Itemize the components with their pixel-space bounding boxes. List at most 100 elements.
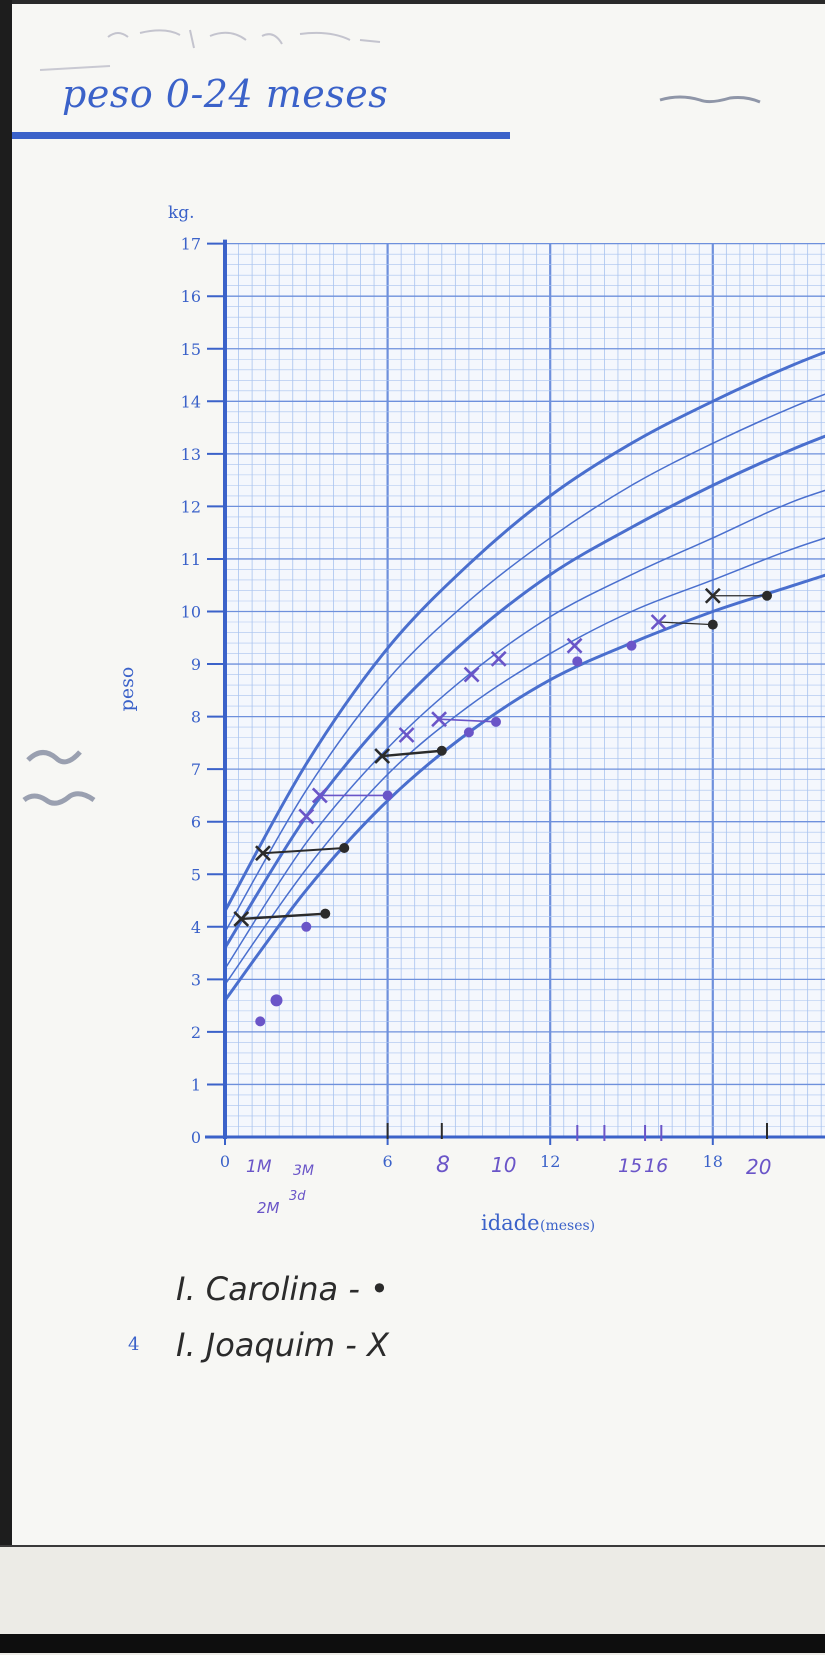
y-tick-label: 10 xyxy=(181,603,201,622)
y-tick-label: 15 xyxy=(181,340,201,359)
data-point-x-stroke xyxy=(398,727,415,743)
handwritten-month-mark: 3M xyxy=(293,1163,314,1179)
y-tick-label: 14 xyxy=(181,392,201,411)
data-point-dot xyxy=(572,656,583,667)
x-tick-label: 12 xyxy=(540,1152,560,1171)
y-tick-label: 1 xyxy=(191,1075,201,1094)
y-unit-label: kg. xyxy=(168,203,195,223)
handwritten-month-mark: 2M xyxy=(257,1199,280,1217)
x-tick-label: 0 xyxy=(220,1152,230,1171)
y-tick-label: 7 xyxy=(191,760,201,779)
page-number: 4 xyxy=(128,1334,140,1355)
data-point-dot xyxy=(762,590,772,601)
data-point-x xyxy=(233,910,250,927)
handwritten-month-mark: 3d xyxy=(289,1189,306,1204)
legend-line-dot: I. Carolina - • xyxy=(176,1270,389,1308)
y-tick-label: 12 xyxy=(181,497,201,516)
data-point-x xyxy=(566,637,583,654)
plot-background xyxy=(225,243,825,1137)
data-point-dot xyxy=(301,921,312,932)
connector-line xyxy=(262,846,345,855)
side-pencil-marks xyxy=(22,750,96,806)
reference-curve xyxy=(225,393,825,933)
data-point-x xyxy=(255,845,271,862)
y-tick-label: 13 xyxy=(181,445,201,464)
title-underline xyxy=(12,132,510,139)
data-series xyxy=(233,587,772,1027)
handwritten-month-mark: 8 xyxy=(436,1153,450,1178)
data-point-x xyxy=(490,650,507,667)
data-point-x xyxy=(298,808,315,825)
data-point-x xyxy=(311,787,328,804)
y-tick-label: 11 xyxy=(181,550,201,569)
data-point-x-stroke xyxy=(233,910,250,927)
data-point-dot xyxy=(491,716,501,727)
y-tick-label: 3 xyxy=(191,970,201,989)
handwritten-month-mark: 10 xyxy=(491,1153,516,1177)
data-point-x-stroke xyxy=(650,614,667,630)
data-point-dot xyxy=(626,640,637,651)
connector-line xyxy=(439,718,497,723)
x-tick-label: 18 xyxy=(703,1152,723,1171)
data-point-dot xyxy=(707,619,718,630)
y-tick-label: 6 xyxy=(191,813,201,832)
data-point-x xyxy=(463,666,480,683)
handwritten-month-mark: 1M xyxy=(246,1157,272,1177)
data-point-dot xyxy=(382,790,393,801)
y-tick-label: 0 xyxy=(191,1128,201,1147)
handwritten-month-mark: 16 xyxy=(644,1155,668,1177)
reference-curve xyxy=(225,537,825,986)
data-point-x-stroke xyxy=(463,666,480,683)
connector-line xyxy=(241,912,326,921)
data-point-dot xyxy=(320,908,331,919)
data-point-x xyxy=(374,748,391,764)
data-point-dot xyxy=(339,842,350,853)
data-point-x xyxy=(704,587,721,604)
y-axis-label: peso xyxy=(116,667,138,712)
page-left-edge xyxy=(0,0,12,1653)
y-tick-label: 5 xyxy=(191,865,201,884)
data-point-dot xyxy=(463,727,474,738)
data-point-x-stroke xyxy=(255,845,271,862)
handwritten-month-mark: 15 xyxy=(618,1155,642,1177)
y-tick-label: 17 xyxy=(181,235,201,254)
connector-line xyxy=(658,621,713,626)
connector-line xyxy=(382,749,442,758)
data-point-x xyxy=(650,614,667,630)
data-point-dot xyxy=(255,1016,266,1027)
x-axis-label: idade xyxy=(481,1211,540,1235)
chart-grid xyxy=(223,242,825,1138)
data-point-x-stroke xyxy=(490,650,507,667)
y-tick-label: 2 xyxy=(191,1023,201,1042)
page-bottom-edge xyxy=(0,1634,825,1653)
data-point-x xyxy=(398,727,415,743)
y-tick-label: 4 xyxy=(191,918,201,937)
legend-line-x: I. Joaquim - X xyxy=(176,1326,390,1364)
pencil-scribble xyxy=(659,95,761,104)
x-tick-label: 6 xyxy=(383,1152,393,1171)
y-tick-label: 16 xyxy=(181,287,201,306)
data-point-x xyxy=(431,711,448,728)
pencil-scribble xyxy=(39,65,111,71)
data-point-dot xyxy=(270,994,283,1007)
data-point-dot xyxy=(436,745,447,756)
data-point-x-stroke xyxy=(704,587,721,604)
reference-curve xyxy=(225,434,825,949)
handwritten-month-mark: 20 xyxy=(746,1155,771,1179)
data-point-x-stroke xyxy=(311,787,328,804)
data-point-x-stroke xyxy=(298,808,315,825)
page-title: peso 0-24 meses xyxy=(62,72,389,116)
pencil-scribble xyxy=(107,29,381,49)
x-axis-unit: (meses) xyxy=(540,1218,595,1234)
y-tick-label: 8 xyxy=(191,708,201,727)
reference-curve xyxy=(225,350,825,912)
data-point-x-stroke xyxy=(431,711,448,728)
y-tick-label: 9 xyxy=(191,655,201,674)
data-point-x-stroke xyxy=(566,637,583,654)
reference-curve xyxy=(225,489,825,970)
data-point-x-stroke xyxy=(374,748,391,764)
page-top-edge xyxy=(0,0,825,4)
